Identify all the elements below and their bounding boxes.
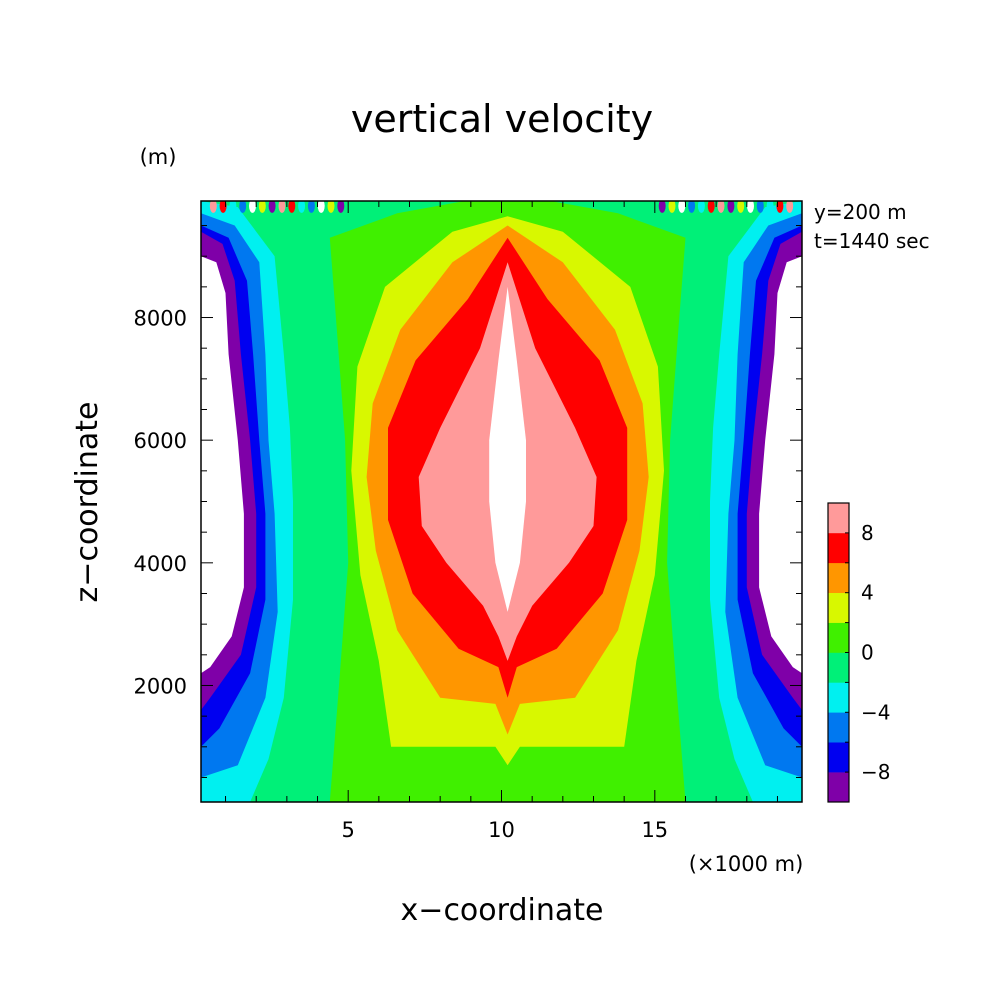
- top-boundary-cell-right-7: [717, 201, 725, 213]
- top-boundary-cell-right-2: [766, 201, 774, 213]
- x-tick-label: 5: [341, 818, 354, 842]
- top-boundary-cell-left-0: [209, 201, 217, 213]
- colorbar-tick-label: 0: [861, 641, 874, 665]
- colorbar-swatch: [828, 532, 849, 564]
- colorbar-swatch: [828, 652, 849, 683]
- y-tick-label: 4000: [134, 552, 187, 576]
- top-boundary-cell-left-3: [239, 201, 247, 213]
- colorbar-tick-label: −8: [861, 760, 890, 784]
- colorbar-swatch: [828, 562, 849, 593]
- top-boundary-cell-right-6: [727, 201, 735, 213]
- top-boundary-cell-left-1: [219, 201, 227, 213]
- top-boundary-cell-left-9: [298, 201, 306, 213]
- top-boundary-cell-right-13: [658, 201, 666, 213]
- annotation-y-location: y=200 m: [814, 200, 907, 224]
- contour-band-below-neg10-right: [759, 256, 802, 674]
- colorbar-swatch: [828, 742, 849, 773]
- x-tick-label: 10: [488, 818, 515, 842]
- x-axis-label: x−coordinate: [401, 893, 604, 928]
- top-boundary-cell-right-11: [678, 201, 686, 213]
- colorbar-swatch: [828, 622, 849, 653]
- y-units-label: (m): [140, 145, 177, 169]
- y-tick-label: 8000: [134, 307, 187, 331]
- top-boundary-cell-right-12: [668, 201, 676, 213]
- colorbar-tick-label: 4: [861, 581, 874, 605]
- top-boundary-cell-right-3: [756, 201, 764, 213]
- colorbar-swatch: [828, 712, 849, 743]
- top-boundary-cell-left-2: [229, 201, 237, 213]
- top-boundary-cell-right-10: [688, 201, 696, 213]
- colorbar-tick-label: −4: [861, 700, 890, 724]
- y-axis-label: z−coordinate: [70, 402, 105, 603]
- top-boundary-cell-right-1: [776, 201, 784, 213]
- top-boundary-cell-right-8: [707, 201, 715, 213]
- axes: 5 10 15 2000 4000 6000 8000: [134, 200, 803, 842]
- colorbar-legend: 8 4 0 −4 −8: [827, 502, 890, 803]
- contour-band-below-neg10-left: [201, 256, 244, 674]
- top-boundary-cell-left-8: [288, 201, 296, 213]
- colorbar-tick-label: 8: [861, 521, 874, 545]
- top-boundary-cell-right-9: [697, 201, 705, 213]
- contour-band-above-10: [489, 286, 526, 612]
- colorbar-swatch: [828, 772, 849, 803]
- chart-title: vertical velocity: [351, 97, 653, 141]
- y-tick-label: 6000: [134, 429, 187, 453]
- y-tick-label: 2000: [134, 674, 187, 698]
- x-tick-label: 15: [641, 818, 668, 842]
- top-boundary-cell-left-5: [258, 201, 266, 213]
- top-boundary-cell-left-11: [317, 201, 325, 213]
- x-units-label: (×1000 m): [689, 852, 804, 876]
- top-boundary-cell-left-6: [268, 201, 276, 213]
- top-boundary-cell-left-13: [337, 201, 345, 213]
- top-boundary-cell-left-4: [249, 201, 256, 213]
- top-boundary-cell-right-4: [747, 201, 754, 213]
- colorbar-swatch: [828, 592, 849, 623]
- top-boundary-cell-right-0: [786, 201, 794, 213]
- top-boundary-cell-left-10: [307, 201, 315, 213]
- top-boundary-cell-left-12: [327, 201, 335, 213]
- top-boundary-cell-left-7: [278, 201, 286, 213]
- colorbar-swatch: [828, 503, 849, 534]
- plot-area: [201, 201, 802, 802]
- annotation-time: t=1440 sec: [814, 229, 930, 253]
- top-boundary-cell-right-5: [737, 201, 745, 213]
- colorbar-swatch: [828, 682, 849, 713]
